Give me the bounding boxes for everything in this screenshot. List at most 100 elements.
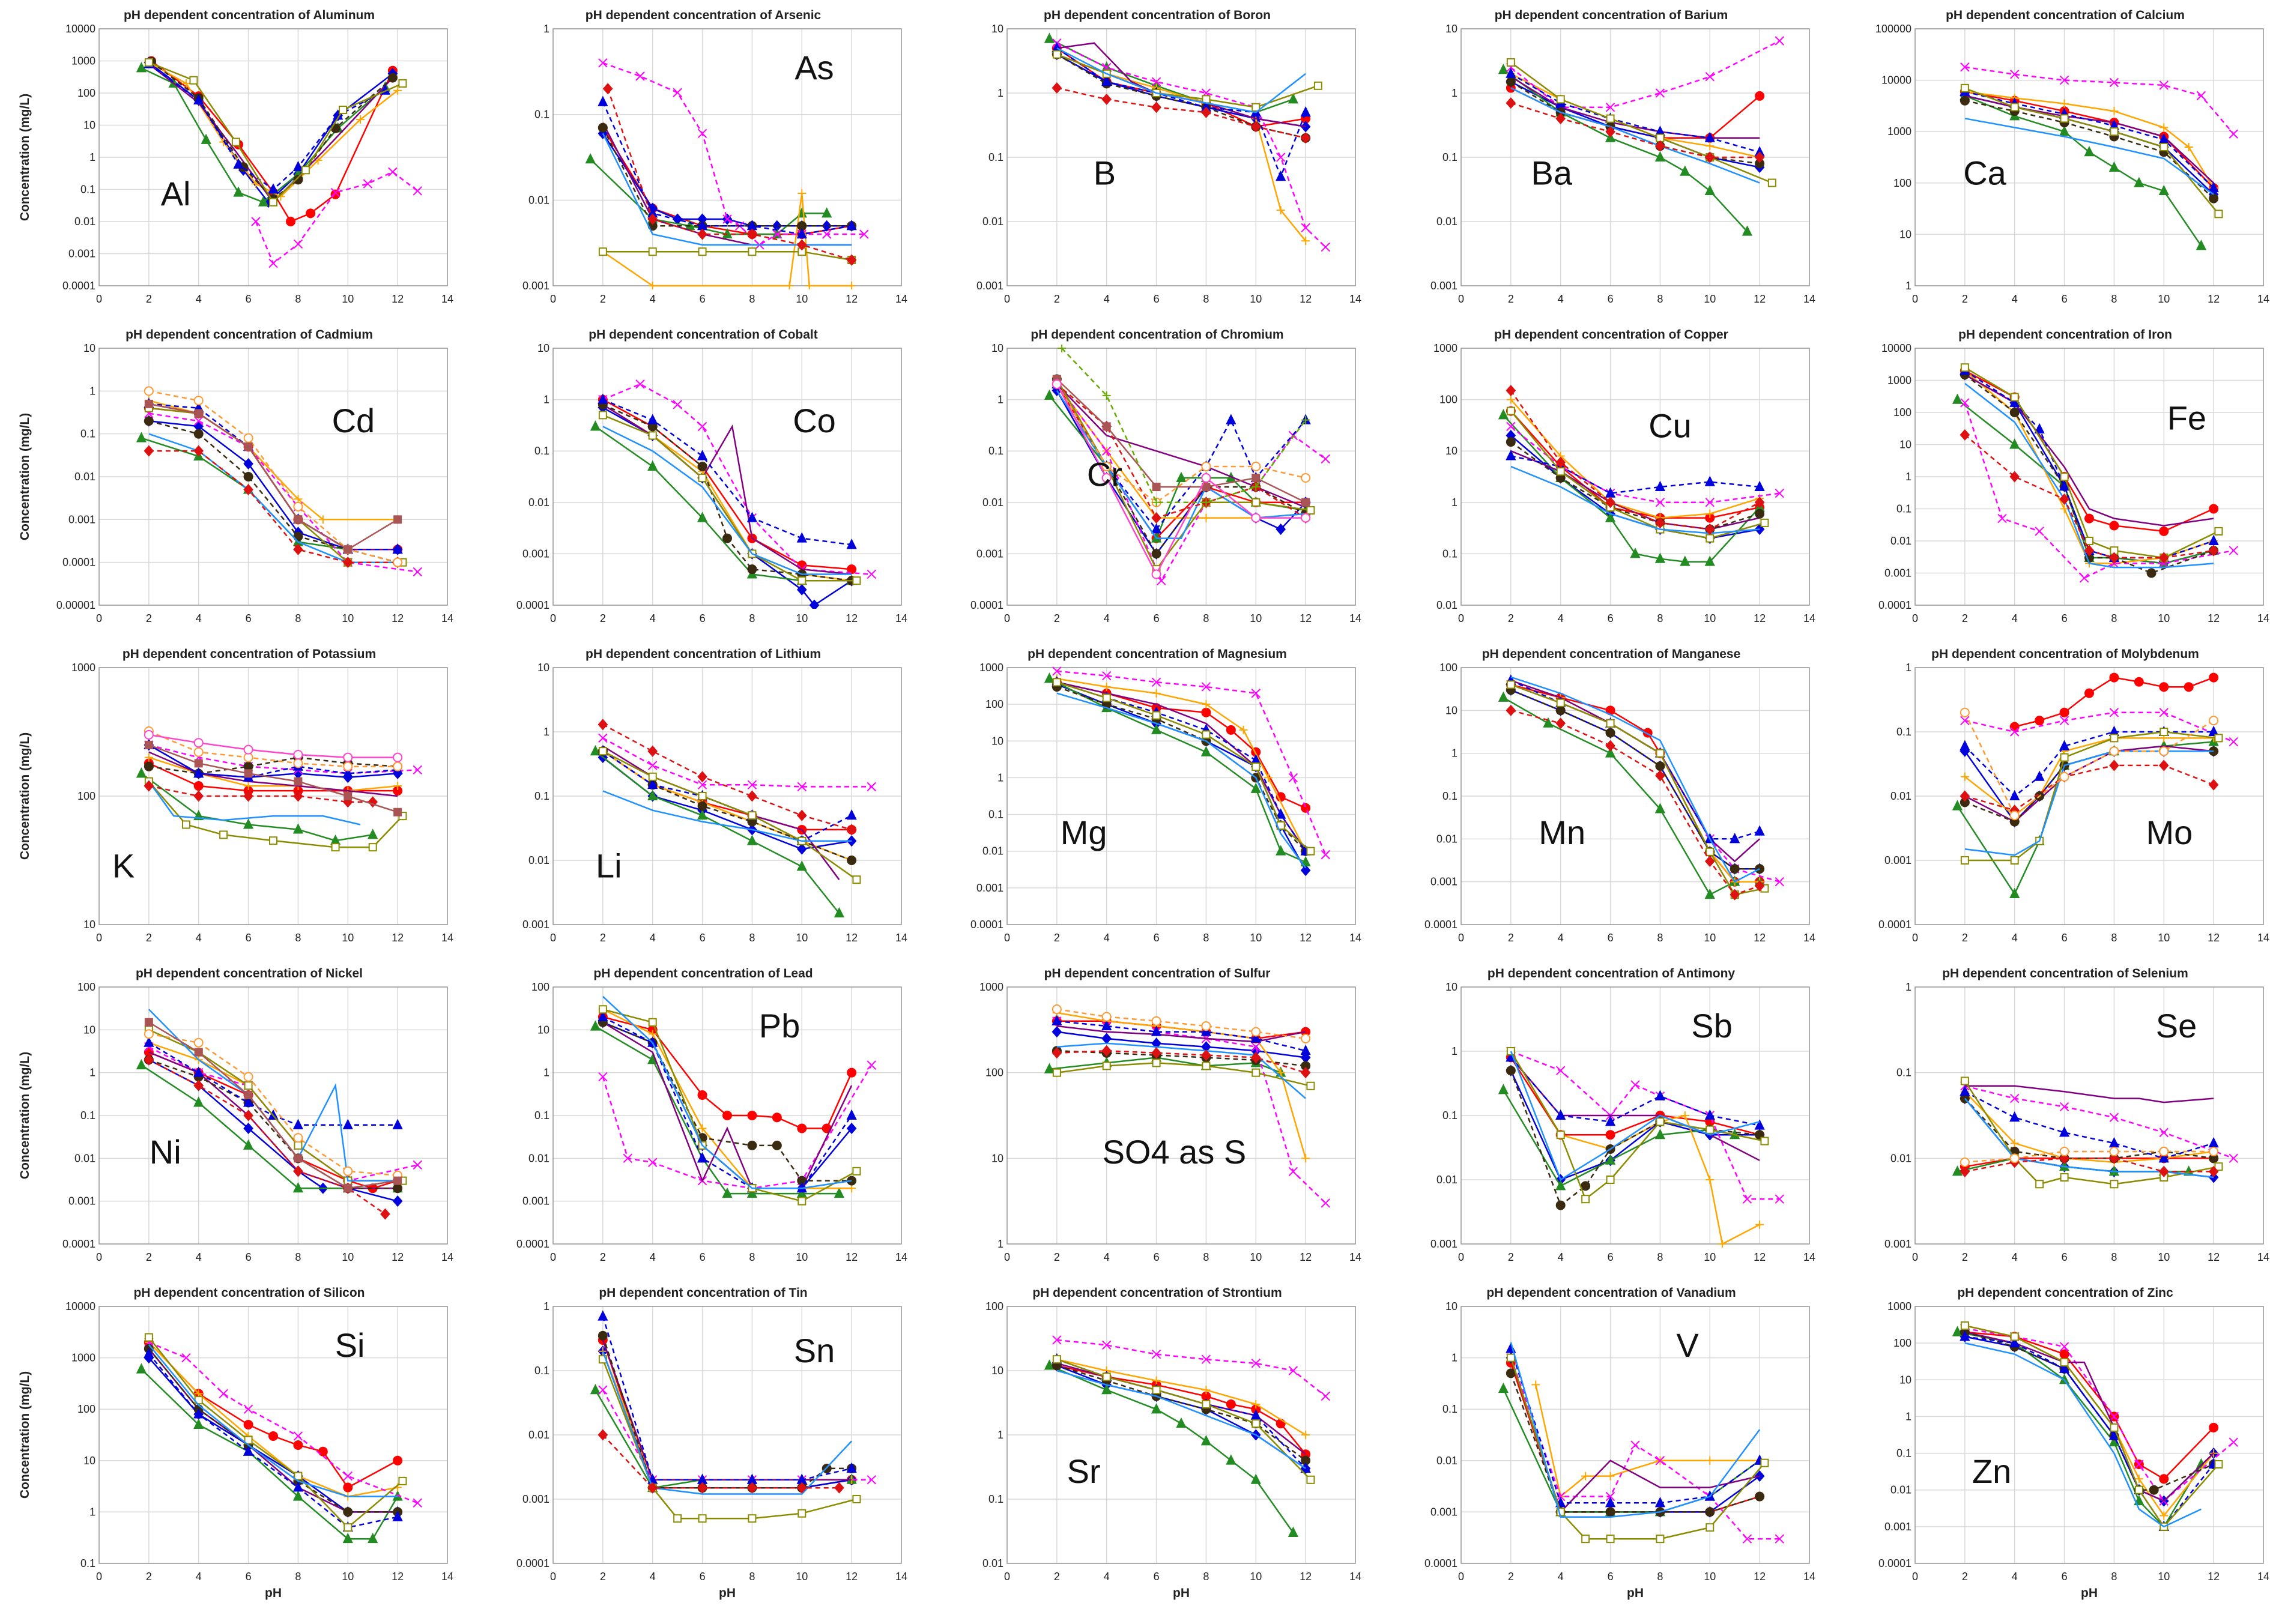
data-point (1151, 523, 1162, 534)
data-point (2159, 1147, 2169, 1157)
chart-svg: pH dependent concentration of Arsenic 0 2 4… (522, 8, 907, 305)
data-point (2209, 1422, 2219, 1432)
data-point (1044, 32, 1055, 43)
data-point (2059, 493, 2069, 505)
data-point (301, 166, 310, 175)
data-point (243, 1096, 254, 1107)
y-tick-label: 0.0001 (1424, 1557, 1457, 1569)
x-tick-label: 8 (2111, 293, 2117, 305)
data-point (413, 567, 422, 577)
chart-panel: pH dependent concentration of Tin 0 2 4 6 8 10… (454, 1282, 908, 1602)
data-point (647, 1482, 658, 1494)
data-point (193, 747, 204, 757)
data-point (292, 1182, 304, 1193)
y-tick-label: 0.0001 (516, 599, 549, 611)
data-point (1755, 864, 1765, 874)
series-group (1498, 1046, 1784, 1248)
data-point (1960, 1165, 1970, 1177)
y-tick-label: 10 (991, 735, 1003, 747)
data-point (1605, 1154, 1616, 1165)
series-group (1952, 1321, 2238, 1531)
x-tick-label: 8 (1203, 1571, 1209, 1583)
y-tick-label: 0.1 (80, 1557, 95, 1569)
y-tick-label: 10 (1445, 445, 1457, 457)
y-tick-label: 0.01 (1890, 790, 1911, 802)
x-tick-label: 8 (2111, 1251, 2117, 1263)
data-point (1252, 473, 1261, 482)
x-tick-label: 10 (1250, 293, 1262, 305)
data-point (1152, 1376, 1161, 1385)
data-point (243, 458, 253, 470)
chart-svg: pH dependent concentration of Antimony 0 2… (1430, 967, 1815, 1263)
data-point (2109, 1147, 2119, 1157)
chart-svg: pH dependent concentration of Aluminum 0 2… (18, 8, 453, 305)
x-tick-label: 0 (1912, 1251, 1918, 1263)
data-point (1201, 472, 1211, 483)
data-point (2109, 759, 2119, 771)
data-point (343, 761, 353, 771)
data-point (182, 820, 190, 829)
data-point (1605, 125, 1615, 137)
x-tick-label: 4 (650, 612, 656, 624)
chart-title: pH dependent concentration of Selenium (1942, 967, 2188, 980)
data-point (1704, 888, 1715, 899)
data-point (393, 1176, 402, 1185)
data-point (1052, 1026, 1062, 1038)
series-line (602, 1009, 852, 1189)
y-tick-label: 1000 (979, 662, 1003, 674)
y-tick-label: 100 (1893, 1337, 1911, 1349)
x-tick-label: 6 (1154, 1571, 1160, 1583)
series-line (1056, 53, 1306, 128)
data-point (846, 824, 857, 836)
data-point (294, 1154, 303, 1163)
data-point (1052, 1047, 1062, 1059)
data-point (1605, 1115, 1616, 1126)
x-tick-label: 4 (1104, 1251, 1110, 1263)
data-point (796, 809, 807, 821)
y-tick-label: 1 (1905, 662, 1911, 674)
series-line (1964, 95, 2202, 247)
series-line (148, 1046, 418, 1182)
y-tick-label: 100 (1893, 406, 1911, 418)
y-tick-label: 100 (531, 981, 549, 993)
data-point (1605, 1497, 1616, 1508)
y-tick-label: 0.1 (988, 1493, 1003, 1505)
data-point (1960, 707, 1970, 717)
series-line (1056, 1062, 1311, 1087)
series-line (1056, 1365, 1306, 1461)
x-tick-label: 10 (796, 932, 808, 944)
data-point (2010, 727, 2020, 737)
data-point (243, 818, 254, 829)
series-line (1964, 1336, 2215, 1529)
x-tick-label: 2 (1054, 293, 1060, 305)
element-symbol: Se (2156, 1007, 2197, 1045)
series-line (1056, 1369, 1306, 1469)
data-point (292, 823, 304, 834)
data-point (1730, 864, 1740, 874)
data-point (243, 1419, 253, 1429)
series-line (1510, 1057, 1760, 1126)
series-line (1510, 1057, 1760, 1161)
y-tick-label: 1 (1451, 747, 1457, 759)
chart-title: pH dependent concentration of Lithium (586, 647, 821, 661)
data-point (1606, 1176, 1615, 1184)
data-point (1301, 1431, 1310, 1439)
data-point (1655, 498, 1665, 507)
x-tick-label: 2 (146, 612, 152, 624)
x-tick-label: 6 (1154, 1251, 1160, 1263)
data-point (598, 58, 608, 68)
series-line (148, 1336, 404, 1529)
x-tick-label: 0 (1004, 932, 1010, 944)
element-symbol: Pb (759, 1007, 801, 1045)
x-tick-label: 2 (146, 293, 152, 305)
data-point (1705, 1507, 1715, 1517)
y-tick-label: 1 (89, 385, 95, 397)
data-point (1052, 1068, 1061, 1077)
data-point (772, 1140, 782, 1150)
data-point (1960, 83, 1969, 92)
data-point (1102, 671, 1112, 681)
data-point (1250, 1473, 1261, 1484)
data-point (1252, 1399, 1261, 1408)
x-tick-label: 12 (1300, 932, 1312, 944)
data-point (380, 1208, 390, 1220)
